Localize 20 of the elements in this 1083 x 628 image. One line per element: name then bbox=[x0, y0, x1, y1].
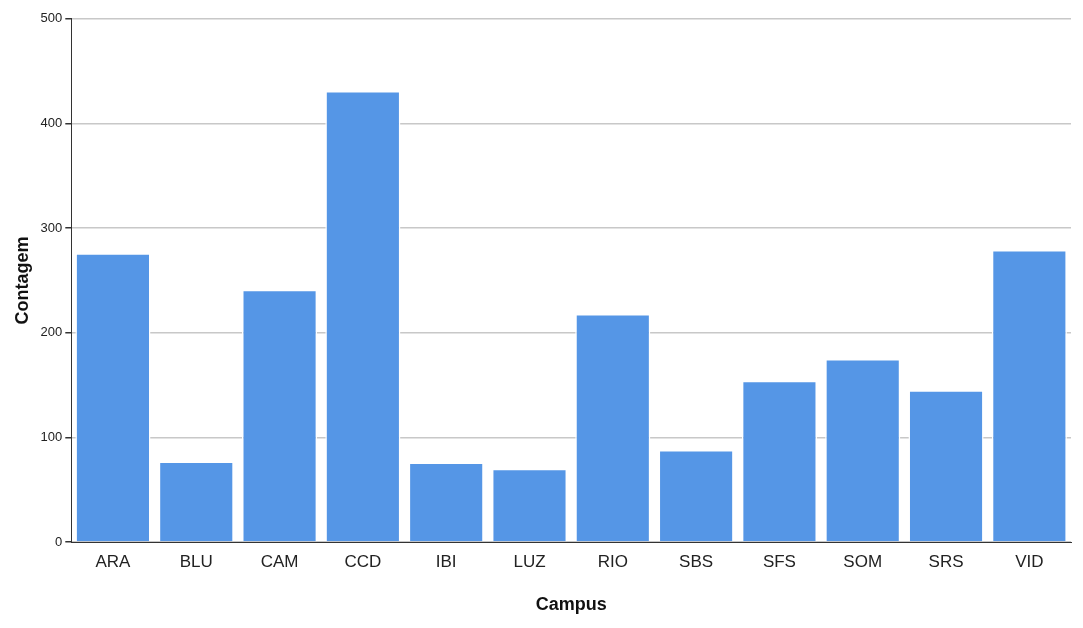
x-axis-title: Campus bbox=[535, 594, 607, 615]
y-tick-label: 300 bbox=[40, 219, 63, 235]
x-tick-label: SOM bbox=[843, 551, 883, 571]
x-tick-label: VID bbox=[1015, 551, 1044, 571]
x-tick-label: SFS bbox=[762, 551, 796, 571]
y-tick-label: 200 bbox=[40, 324, 63, 340]
x-tick-label: LUZ bbox=[513, 551, 546, 571]
y-tick-label: 100 bbox=[40, 428, 63, 444]
x-tick-label: CAM bbox=[260, 551, 299, 571]
x-tick-label: IBI bbox=[435, 551, 457, 571]
y-tick-label: 0 bbox=[55, 533, 63, 549]
x-tick-label: ARA bbox=[95, 551, 132, 571]
x-tick-label: SBS bbox=[679, 551, 714, 571]
x-tick-label: BLU bbox=[179, 551, 213, 571]
x-tick-label: RIO bbox=[597, 551, 628, 571]
y-axis-title: Contagem bbox=[11, 236, 32, 325]
y-tick-label: 400 bbox=[40, 115, 63, 131]
y-tick-label: 500 bbox=[40, 10, 63, 26]
x-tick-label: SRS bbox=[928, 551, 964, 571]
x-tick-label: CCD bbox=[344, 551, 382, 571]
